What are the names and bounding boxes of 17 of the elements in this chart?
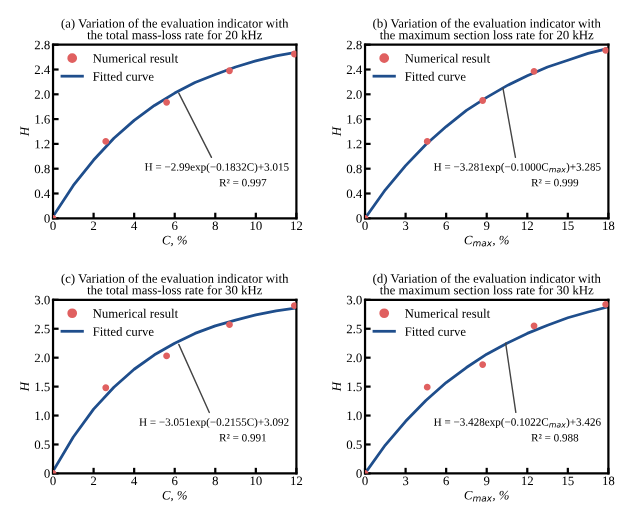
point	[530, 67, 538, 75]
point	[479, 97, 487, 104]
point	[290, 50, 297, 58]
point	[602, 46, 609, 54]
point	[163, 352, 171, 360]
line-series	[365, 47, 609, 219]
point	[423, 138, 431, 145]
point	[290, 302, 297, 310]
line-series	[53, 50, 297, 218]
point	[423, 383, 431, 391]
point	[479, 361, 487, 369]
point	[226, 321, 233, 329]
point	[602, 301, 609, 308]
point	[102, 138, 110, 145]
point	[226, 67, 233, 75]
point	[163, 98, 171, 106]
point	[102, 384, 110, 392]
